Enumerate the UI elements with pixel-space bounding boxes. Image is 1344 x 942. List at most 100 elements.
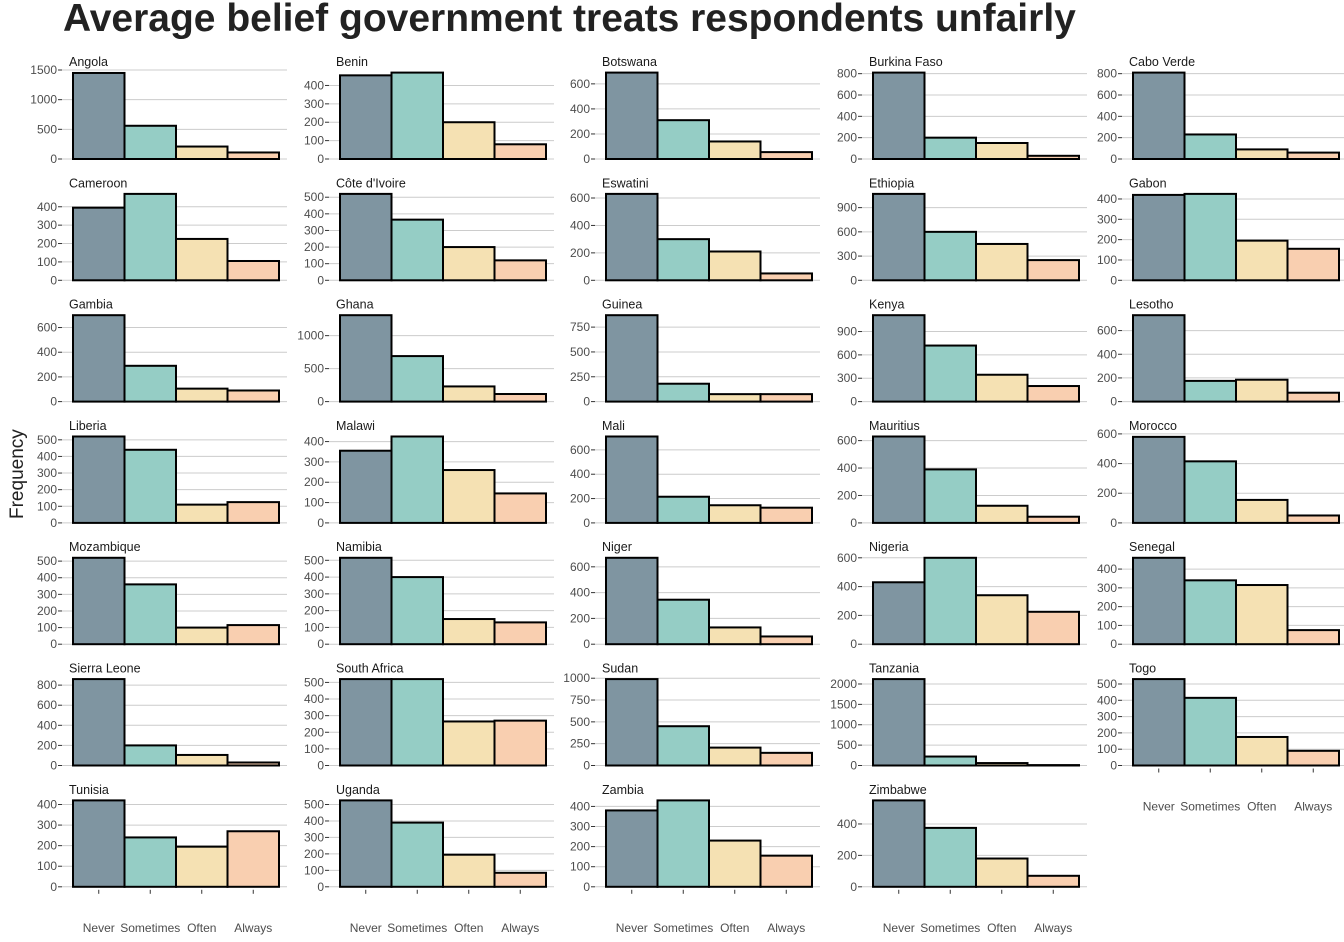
y-tick-label: 500 (1097, 677, 1117, 691)
y-tick-label: 1000 (297, 329, 324, 343)
bar (759, 751, 813, 767)
x-tick-label: Never (616, 921, 648, 935)
bar (493, 492, 547, 524)
y-tick-label: 300 (837, 371, 857, 385)
facet-label: South Africa (336, 662, 403, 676)
y-tick-label: 400 (1097, 192, 1117, 206)
y-tick-label: 300 (1097, 581, 1117, 595)
facet-panel: Mali 0 200 400 600 (570, 419, 820, 530)
y-tick-label: 0 (583, 880, 590, 894)
y-tick-label: 400 (304, 692, 324, 706)
bar (226, 259, 280, 282)
facet-panel: Liberia 0 100 200 300 400 500 (37, 419, 287, 530)
facet-panel: Sudan 0 250 500 750 1000 (563, 662, 820, 773)
y-tick-label: 200 (304, 604, 324, 618)
facet-panel: Zambia 0 100 200 300 400 Never Sometimes Often Al… (570, 783, 820, 935)
y-tick-label: 200 (304, 240, 324, 254)
bar (759, 272, 813, 282)
y-tick-label: 500 (37, 122, 57, 136)
bar (390, 678, 444, 767)
y-tick-label: 0 (850, 395, 857, 409)
bar (390, 355, 444, 403)
x-tick-label: Sometimes (120, 921, 180, 935)
y-tick-label: 750 (570, 693, 590, 707)
facet-label: Malawi (336, 419, 375, 433)
y-tick-label: 500 (304, 675, 324, 689)
bar (1286, 749, 1340, 767)
y-tick-label: 100 (37, 255, 57, 269)
bar (1235, 378, 1289, 403)
y-tick-label: 600 (37, 698, 57, 712)
facet-label: Zambia (602, 783, 644, 797)
bar (72, 799, 126, 888)
y-tick-label: 1500 (830, 697, 857, 711)
facet-panel: Uganda 0 100 200 300 400 500 Never Sometimes Ofte… (304, 783, 554, 935)
y-tick-label: 0 (1110, 273, 1117, 287)
facet-label: Mali (602, 419, 625, 433)
facet-label: Gambia (69, 298, 113, 312)
facet-panel: Botswana 0 200 400 600 (570, 55, 820, 166)
y-tick-label: 0 (50, 759, 57, 773)
y-tick-label: 600 (570, 77, 590, 91)
y-tick-label: 250 (570, 370, 590, 384)
facet-panel: Malawi 0 100 200 300 400 (304, 419, 554, 530)
bar (708, 250, 762, 282)
bar (656, 799, 710, 888)
bar (123, 583, 177, 646)
facet-panel: Angola 0 500 1000 1500 (30, 55, 287, 166)
y-tick-label: 200 (304, 725, 324, 739)
y-tick-label: 100 (37, 859, 57, 873)
bar (975, 504, 1029, 524)
bar (708, 504, 762, 524)
bar (708, 393, 762, 403)
y-tick-label: 800 (837, 67, 857, 81)
bar (1286, 247, 1340, 282)
y-tick-label: 600 (1097, 88, 1117, 102)
y-tick-label: 200 (837, 848, 857, 862)
x-tick-label: Always (234, 921, 272, 935)
y-tick-label: 0 (50, 637, 57, 651)
bar (123, 836, 177, 888)
y-tick-label: 2000 (830, 677, 857, 691)
y-tick-label: 100 (1097, 618, 1117, 632)
y-tick-label: 200 (37, 370, 57, 384)
facet-label: Ghana (336, 298, 374, 312)
bar (872, 435, 926, 524)
y-tick-label: 300 (304, 97, 324, 111)
facet-panel: Benin 0 100 200 300 400 (304, 55, 554, 166)
bar (1286, 391, 1340, 403)
bar (1183, 379, 1237, 403)
facet-panel: Gambia 0 200 400 600 (37, 298, 287, 409)
y-tick-label: 300 (1097, 212, 1117, 226)
bar (923, 136, 977, 160)
bar (442, 469, 496, 524)
y-tick-label: 600 (837, 551, 857, 565)
x-tick-label: Sometimes (1180, 800, 1240, 814)
y-tick-label: 900 (837, 201, 857, 215)
y-tick-label: 0 (850, 273, 857, 287)
bar (1026, 610, 1080, 646)
y-tick-label: 400 (1097, 109, 1117, 123)
facet-panel: Cabo Verde 0 200 400 600 800 (1097, 55, 1344, 166)
bar (1183, 579, 1237, 646)
bar (923, 556, 977, 646)
y-tick-label: 0 (850, 152, 857, 166)
bar (872, 71, 926, 160)
x-tick-label: Sometimes (920, 921, 980, 935)
y-tick-label: 400 (304, 435, 324, 449)
y-tick-label: 0 (50, 516, 57, 530)
y-tick-label: 0 (583, 395, 590, 409)
y-tick-label: 400 (304, 814, 324, 828)
bar (656, 725, 710, 767)
y-tick-label: 200 (1097, 131, 1117, 145)
y-tick-label: 400 (570, 218, 590, 232)
y-tick-label: 0 (1110, 152, 1117, 166)
bar (1235, 239, 1289, 282)
y-tick-label: 300 (37, 218, 57, 232)
y-tick-label: 400 (37, 571, 57, 585)
bar (975, 373, 1029, 403)
bar (442, 618, 496, 646)
bar (390, 71, 444, 160)
y-tick-label: 400 (570, 799, 590, 813)
y-tick-label: 300 (304, 587, 324, 601)
